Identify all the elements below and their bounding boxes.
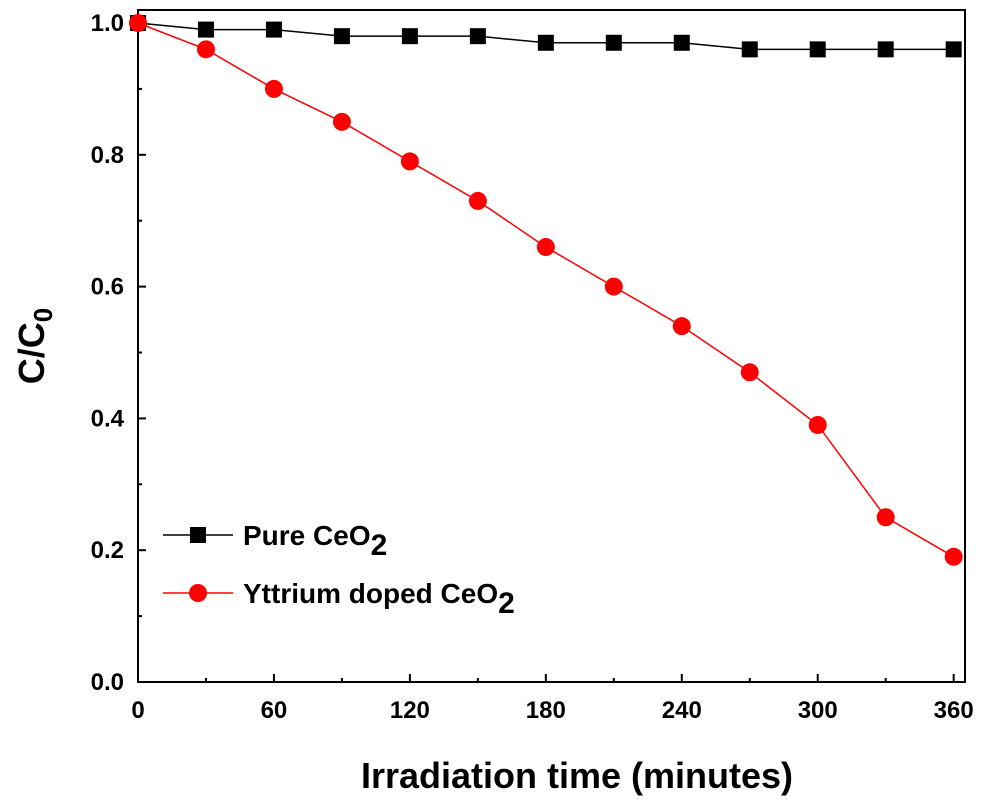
data-point-circle (808, 415, 827, 434)
y-axis-title-subscript: 0 (28, 308, 58, 322)
y-tick-label: 0.8 (91, 142, 124, 169)
legend-marker-yttrium (189, 584, 207, 602)
legend: Pure CeO2 Yttrium doped CeO2 (163, 520, 515, 620)
x-tick-label: 240 (662, 697, 702, 724)
data-point-circle (944, 547, 963, 566)
data-point-square (469, 28, 486, 45)
plot-frame (137, 9, 966, 683)
y-tick-label: 0.6 (91, 274, 124, 301)
data-point-circle (876, 508, 895, 527)
legend-label-yttrium-main: Yttrium doped CeO (243, 578, 498, 609)
legend-label-yttrium-subscript: 2 (498, 587, 515, 620)
x-axis-title: Irradiation time (minutes) (361, 755, 793, 796)
series-layer (129, 14, 963, 566)
data-point-square (673, 34, 690, 51)
data-point-circle (196, 40, 215, 59)
data-point-square (401, 28, 418, 45)
y-tick-label: 0.4 (91, 405, 125, 432)
data-point-circle (264, 79, 283, 98)
data-point-square (605, 34, 622, 51)
data-point-square (537, 34, 554, 51)
data-point-square (877, 41, 894, 58)
y-tick-label: 0.0 (91, 669, 124, 696)
data-point-square (741, 41, 758, 58)
data-point-circle (468, 191, 487, 210)
data-point-square (945, 41, 962, 58)
legend-label-pure: Pure CeO2 (243, 520, 387, 562)
data-point-circle (129, 14, 147, 32)
data-point-square (333, 28, 350, 45)
legend-marker-pure (190, 527, 206, 543)
y-tick-label: 1.0 (91, 10, 124, 37)
legend-label-yttrium: Yttrium doped CeO2 (243, 578, 515, 620)
data-point-circle (536, 238, 555, 257)
y-axis-ticks: 0.0 0.2 0.4 0.6 0.8 1.0 (91, 10, 146, 696)
x-tick-label: 300 (798, 697, 838, 724)
data-point-circle (672, 317, 691, 336)
data-point-square (265, 21, 282, 38)
legend-label-pure-main: Pure CeO (243, 520, 371, 551)
y-tick-label: 0.2 (91, 537, 124, 564)
x-tick-label: 360 (934, 697, 974, 724)
x-axis-ticks: 0 60 120 180 240 300 360 (131, 674, 974, 724)
data-point-square (197, 21, 214, 38)
data-point-circle (740, 363, 759, 382)
y-axis-title: C/C0 (11, 308, 58, 384)
y-axis-title-main: C/C (11, 322, 52, 384)
legend-label-pure-subscript: 2 (371, 529, 388, 562)
x-tick-label: 60 (261, 697, 288, 724)
data-point-circle (332, 112, 351, 131)
x-tick-label: 120 (390, 697, 430, 724)
data-point-circle (400, 152, 419, 171)
data-point-circle (604, 277, 623, 296)
x-tick-label: 0 (131, 697, 144, 724)
series-line-1 (137, 22, 955, 558)
data-point-square (809, 41, 826, 58)
x-tick-label: 180 (526, 697, 566, 724)
